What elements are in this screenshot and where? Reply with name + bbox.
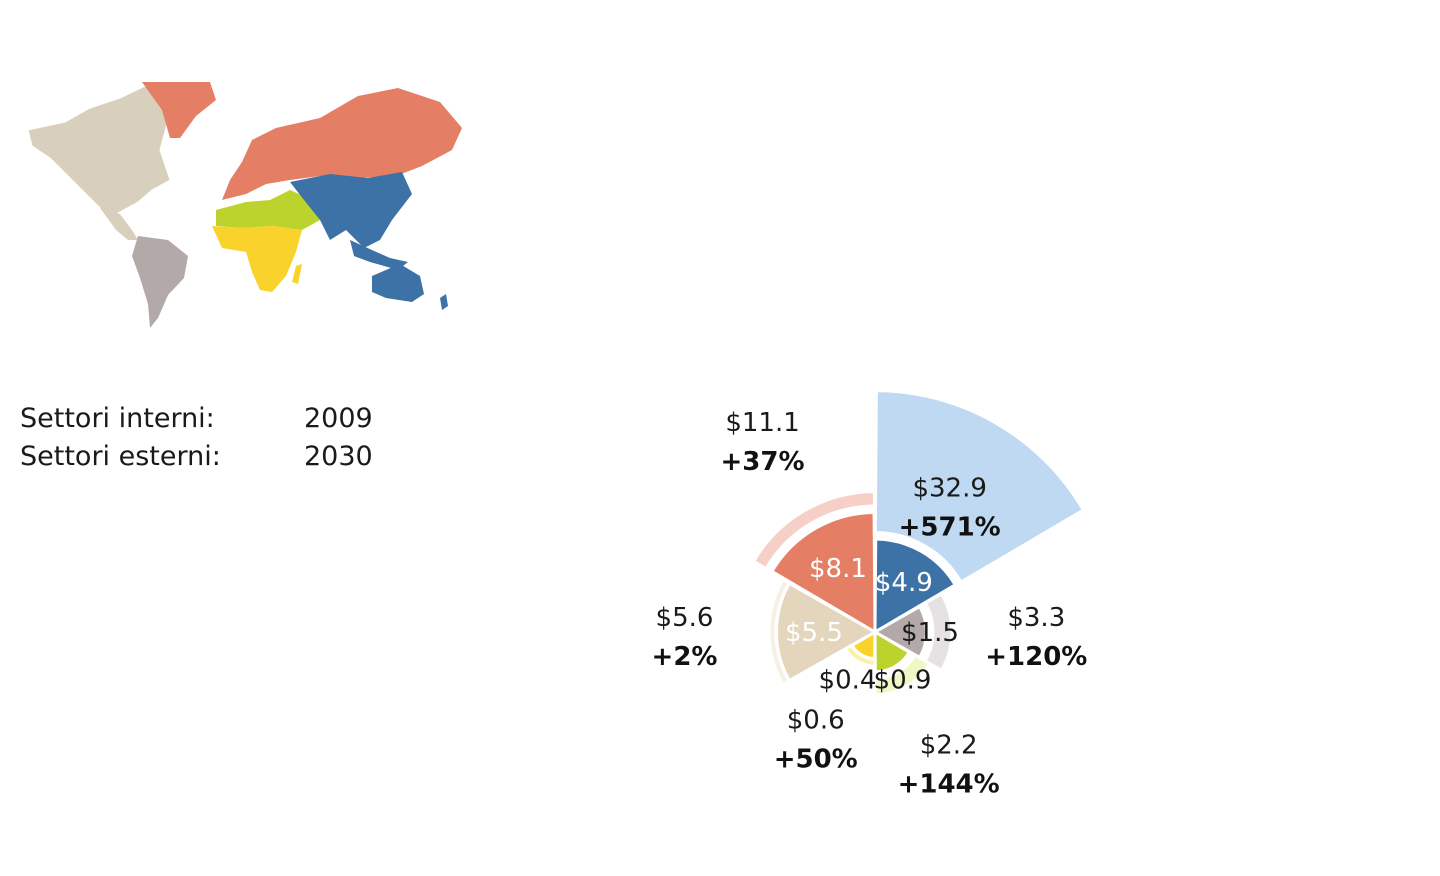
change-label-europa: +37% bbox=[721, 447, 805, 477]
map-madagascar bbox=[292, 264, 302, 284]
change-label-america: +2% bbox=[652, 642, 718, 672]
map-south-america bbox=[132, 236, 188, 328]
legend-inner-year: 2009 bbox=[304, 403, 373, 434]
inner-value-label-asia-pacifico: $4.9 bbox=[875, 568, 933, 598]
inner-wedge-medio-oriente bbox=[871, 604, 928, 660]
map-australia bbox=[372, 264, 424, 302]
map-africa bbox=[212, 226, 302, 292]
map-central-america bbox=[100, 208, 138, 240]
map-north-america bbox=[27, 85, 171, 219]
map-southeast-asia bbox=[350, 240, 408, 270]
legend-row-outer: Settori esterni: 2030 bbox=[20, 438, 373, 476]
map-greenland bbox=[142, 82, 216, 138]
outer-wedge-nord-africa bbox=[874, 654, 931, 696]
legend-row-inner: Settori interni: 2009 bbox=[20, 400, 373, 438]
inner-wedge-nord-africa bbox=[873, 629, 912, 674]
world-map bbox=[27, 82, 462, 328]
outer-wedge-europa bbox=[753, 491, 876, 570]
change-label-nord-africa: +144% bbox=[898, 770, 1000, 800]
inner-wedges bbox=[769, 510, 958, 683]
inner-wedge-america bbox=[775, 581, 879, 683]
inner-value-label-europa: $8.1 bbox=[809, 554, 867, 584]
change-label-africa-subsahariana: +50% bbox=[774, 745, 858, 775]
outer-value-label-america: $5.6 bbox=[656, 603, 714, 633]
outer-value-label-nord-africa: $2.2 bbox=[920, 731, 978, 761]
outer-value-label-asia-pacifico: $32.9 bbox=[912, 474, 986, 504]
outer-wedge-asia-pacifico bbox=[874, 390, 1085, 583]
change-label-medio-oriente: +120% bbox=[985, 642, 1087, 672]
chart-labels: $4.9 $32.9 +571% $1.5 $3.3 +120% $0.9 $2.2 +144%… bbox=[652, 408, 1088, 799]
legend-outer-year: 2030 bbox=[304, 441, 373, 472]
change-label-asia-pacifico: +571% bbox=[899, 513, 1001, 543]
map-asia bbox=[290, 172, 412, 248]
legend: Settori interni: 2009 Settori esterni: 2… bbox=[20, 400, 373, 476]
outer-value-label-europa: $11.1 bbox=[725, 408, 799, 438]
inner-wedge-asia-pacifico bbox=[873, 537, 958, 635]
inner-value-label-africa-subsahariana: $0.4 bbox=[819, 666, 877, 696]
legend-outer-label: Settori esterni: bbox=[20, 441, 221, 472]
inner-wedge-europa bbox=[769, 510, 877, 635]
outer-value-label-africa-subsahariana: $0.6 bbox=[787, 706, 845, 736]
map-north-africa-mideast bbox=[216, 190, 320, 230]
inner-value-label-medio-oriente: $1.5 bbox=[901, 618, 959, 648]
outer-value-label-medio-oriente: $3.3 bbox=[1007, 603, 1065, 633]
inner-value-label-nord-africa: $0.9 bbox=[874, 666, 932, 696]
legend-inner-label: Settori interni: bbox=[20, 403, 215, 434]
map-new-zealand bbox=[440, 294, 448, 310]
outer-wedge-medio-oriente bbox=[924, 593, 953, 671]
inner-value-label-america: $5.5 bbox=[785, 618, 843, 648]
